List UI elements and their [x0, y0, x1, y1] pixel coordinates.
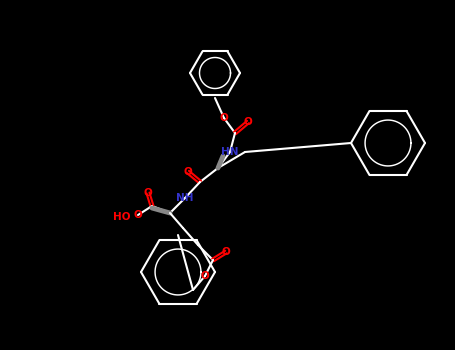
Text: O: O — [243, 117, 253, 127]
Text: NH: NH — [176, 193, 194, 203]
Text: HN: HN — [221, 147, 239, 157]
Text: O: O — [144, 188, 152, 198]
Text: O: O — [184, 167, 192, 177]
Text: O: O — [220, 113, 228, 123]
Text: HO: HO — [113, 212, 131, 222]
Text: O: O — [134, 210, 142, 220]
Text: O: O — [222, 247, 230, 257]
Text: O: O — [201, 271, 209, 281]
